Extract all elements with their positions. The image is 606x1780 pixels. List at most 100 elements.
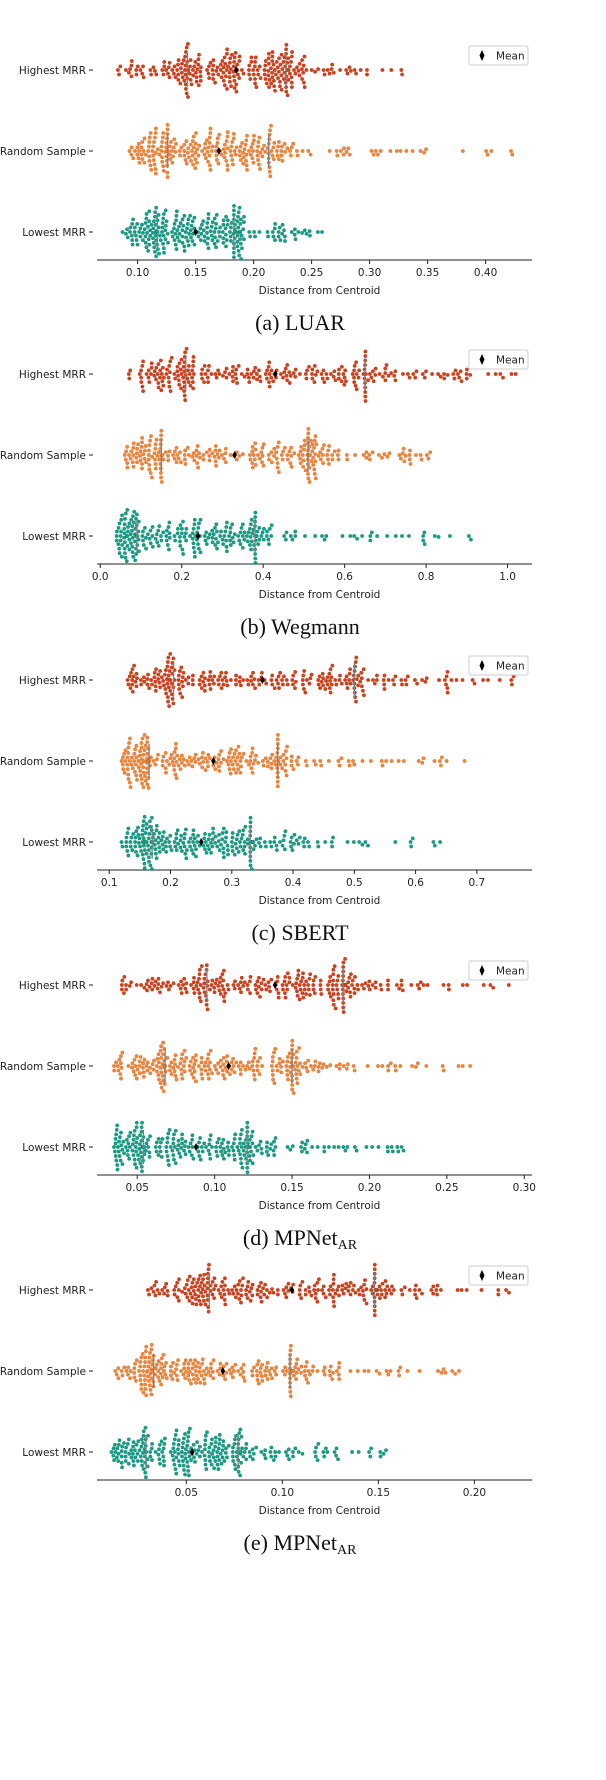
- swarm-point: [277, 79, 282, 84]
- swarm-point: [175, 68, 180, 72]
- swarm-point: [207, 1445, 212, 1450]
- swarm-point: [202, 836, 207, 841]
- swarm-point: [153, 167, 158, 171]
- swarm-point: [141, 1061, 146, 1066]
- swarm-point: [385, 534, 390, 538]
- swarm-point: [384, 363, 389, 367]
- swarm-point: [178, 845, 183, 850]
- swarm-point: [116, 1451, 121, 1456]
- swarm-point: [177, 382, 182, 387]
- swarm-point: [481, 983, 486, 987]
- swarm-point: [269, 1366, 274, 1371]
- swarm-point: [380, 455, 384, 460]
- swarm-point: [139, 682, 144, 687]
- swarm-point: [328, 372, 333, 376]
- swarm-point: [125, 544, 130, 548]
- swarm-point: [221, 1288, 226, 1292]
- swarm-point: [334, 682, 339, 687]
- swarm-point: [183, 1456, 188, 1461]
- swarm-point: [234, 846, 239, 851]
- swarm-point: [284, 983, 289, 987]
- swarm-point: [189, 82, 194, 87]
- swarm-point: [239, 1300, 243, 1305]
- swarm-point: [266, 453, 271, 457]
- swarm-point: [218, 1291, 223, 1296]
- swarm-point: [135, 853, 140, 858]
- swarm-point: [171, 1458, 176, 1462]
- swarm-point: [214, 529, 219, 534]
- swarm-point: [367, 372, 372, 376]
- swarm-point: [114, 534, 119, 538]
- swarm-point: [284, 1450, 288, 1454]
- swarm-point: [189, 759, 194, 763]
- swarm-point: [259, 1450, 264, 1454]
- swarm-point: [446, 987, 451, 992]
- swarm-point: [190, 454, 195, 459]
- swarm-point: [172, 456, 177, 461]
- swarm-point: [119, 1130, 123, 1135]
- swarm-point: [346, 1289, 351, 1293]
- swarm-point: [231, 379, 235, 384]
- swarm-point: [166, 65, 171, 70]
- swarm-point: [258, 1370, 263, 1375]
- swarm-point: [284, 678, 289, 682]
- swarm-point: [344, 1281, 349, 1286]
- swarm-point: [348, 990, 352, 995]
- swarm-point: [221, 850, 226, 855]
- swarm-point: [178, 523, 183, 528]
- swarm-point: [269, 66, 273, 71]
- swarm-point: [435, 1292, 440, 1297]
- swarm-point: [150, 149, 155, 153]
- swarm-point: [336, 372, 341, 376]
- swarm-point: [146, 368, 151, 373]
- swarm-point: [302, 1146, 307, 1151]
- swarm-point: [307, 480, 312, 484]
- swarm-point: [239, 1128, 244, 1132]
- swarm-point: [221, 542, 226, 546]
- swarm-point: [314, 442, 319, 447]
- swarm-point: [438, 374, 443, 379]
- swarm-point: [120, 543, 124, 547]
- swarm-point: [403, 678, 408, 682]
- swarm-point: [288, 373, 293, 378]
- swarm-point: [212, 990, 217, 995]
- swarm-point: [259, 981, 264, 986]
- swarm-point: [130, 528, 134, 533]
- swarm-point: [167, 152, 172, 157]
- swarm-point: [161, 164, 166, 169]
- swarm-point: [177, 757, 182, 762]
- swarm-point: [182, 213, 187, 218]
- swarm-point: [177, 669, 182, 673]
- swarm-point: [250, 1293, 255, 1298]
- swarm-point: [179, 70, 184, 75]
- swarm-point: [216, 1071, 221, 1076]
- swarm-point: [253, 55, 258, 60]
- swarm-point: [261, 1286, 266, 1291]
- swarm-point: [158, 1149, 163, 1154]
- swarm-point: [207, 64, 211, 69]
- swarm-point: [372, 681, 377, 686]
- swarm-point: [147, 686, 152, 690]
- swarm-point: [141, 1441, 145, 1445]
- swarm-point: [232, 78, 237, 83]
- swarm-point: [275, 1288, 280, 1292]
- swarm-point: [124, 987, 128, 992]
- swarm-point: [283, 1365, 288, 1370]
- swarm-point: [343, 678, 348, 682]
- swarm-point: [253, 556, 258, 561]
- swarm-point: [164, 219, 169, 224]
- swarm-point: [129, 59, 134, 63]
- swarm-point: [161, 1052, 166, 1057]
- swarm-point: [289, 75, 294, 80]
- swarm-point: [497, 678, 502, 682]
- swarm-point: [140, 781, 145, 786]
- swarm-point: [132, 225, 137, 230]
- swarm-point: [351, 1064, 356, 1068]
- swarm-point: [128, 368, 133, 373]
- swarm-point: [238, 1372, 243, 1377]
- swarm-point: [143, 1378, 147, 1382]
- swarm-point: [165, 660, 170, 664]
- swarm-point: [142, 160, 147, 165]
- swarm-point: [127, 537, 132, 542]
- swarm-point: [127, 149, 132, 153]
